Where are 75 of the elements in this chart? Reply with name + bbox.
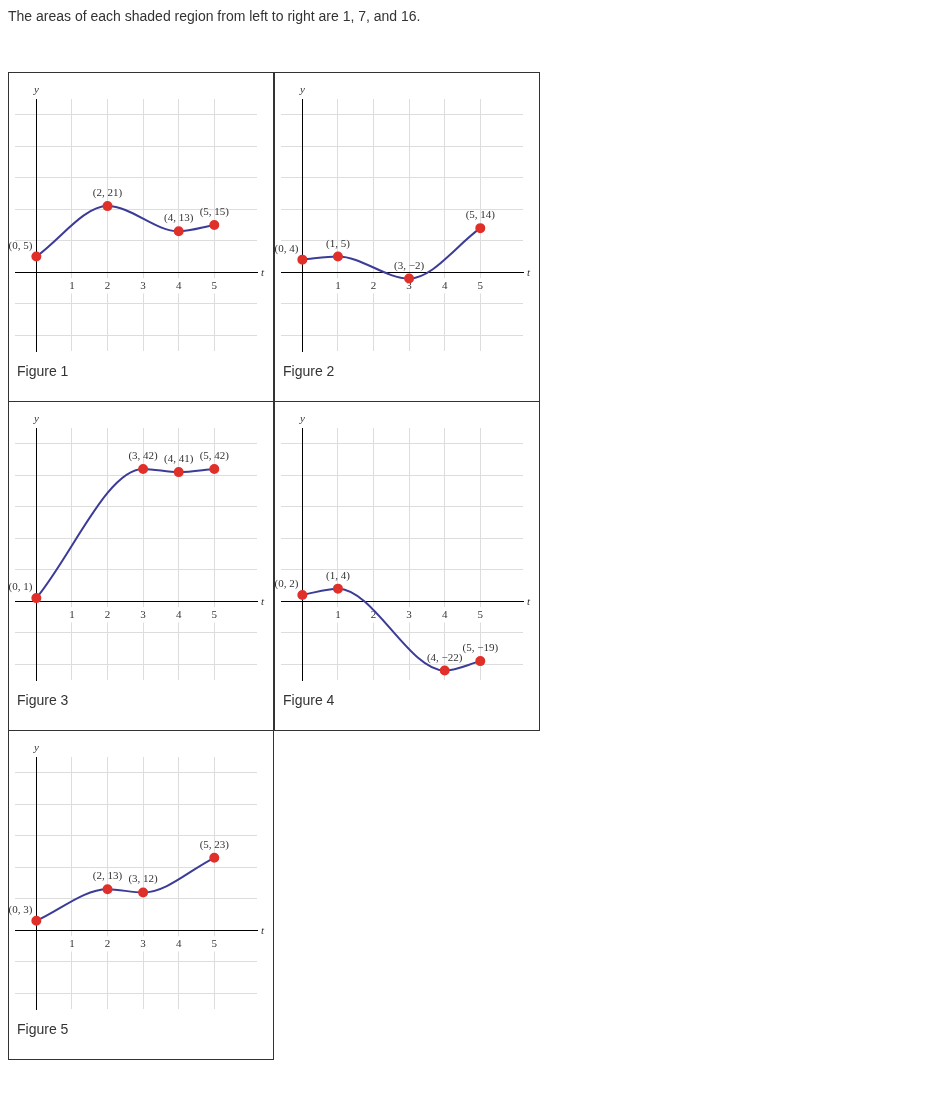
x-tick-label: 5 [211, 936, 218, 949]
x-axis-title: t [527, 595, 531, 608]
point [332, 251, 343, 262]
x-tick-label: 4 [441, 278, 448, 291]
x-tick-label: 4 [175, 936, 182, 949]
data-label: (2, 13) [92, 869, 123, 883]
x-tick-label: 3 [140, 607, 147, 620]
x-tick-label: 2 [104, 607, 111, 620]
x-tick-label: 5 [211, 278, 218, 291]
data-label: (3, −2) [394, 258, 425, 272]
x-tick-label: 1 [69, 936, 75, 949]
text: Figure 5 [17, 1021, 69, 1037]
x-tick-label: 5 [211, 607, 218, 620]
point [475, 656, 486, 667]
data-label: (0, 3) [8, 902, 33, 916]
point [102, 884, 113, 895]
x-tick-label: 1 [335, 278, 341, 291]
point [138, 887, 149, 898]
x-tick-label: 1 [335, 607, 341, 620]
data-label: (5, 23) [199, 837, 230, 851]
data-label: (5, 14) [465, 208, 496, 222]
data-label: (5, 42) [199, 448, 230, 462]
data-label: (1, 4) [326, 568, 351, 582]
data-label: (3, 42) [128, 448, 159, 462]
point [404, 273, 415, 284]
point [332, 583, 343, 594]
data-label: (0, 4) [274, 241, 299, 255]
text: Figure 4 [283, 692, 335, 708]
x-tick-label: 1 [69, 607, 75, 620]
x-axis-title: t [261, 595, 265, 608]
data-label: (2, 21) [92, 186, 123, 200]
text: The areas of each shaded region from left to right are 1, 7, and 16. [8, 8, 422, 24]
point [297, 589, 308, 600]
text: Figure 1 [17, 363, 69, 379]
point [209, 852, 220, 863]
x-tick-label: 3 [140, 278, 147, 291]
x-tick-label: 2 [104, 936, 111, 949]
data-label: (4, 41) [164, 452, 194, 466]
point [475, 223, 486, 234]
y-axis-title: y [32, 412, 39, 424]
y-axis-title: y [32, 741, 39, 753]
point [297, 254, 308, 265]
point [439, 665, 450, 676]
x-tick-label: 5 [477, 278, 484, 291]
x-tick-label: 3 [406, 607, 413, 620]
text: Figure 3 [17, 692, 69, 708]
x-tick-label: 4 [175, 278, 182, 291]
x-tick-label: 4 [441, 607, 448, 620]
x-axis-title: t [527, 266, 531, 279]
point [31, 251, 42, 262]
point [31, 915, 42, 926]
x-tick-label: 5 [477, 607, 484, 620]
x-axis-title: t [261, 266, 265, 279]
data-label: (5, 15) [199, 205, 230, 218]
data-label: (0, 1) [8, 580, 33, 594]
text: Figure 2 [283, 363, 335, 379]
point [102, 201, 113, 212]
data-label: (5, −19) [462, 641, 499, 655]
data-label: (4, −22) [426, 650, 463, 664]
y-axis-title: y [298, 412, 305, 424]
y-axis-title: y [32, 83, 39, 95]
data-label: (1, 5) [326, 236, 351, 250]
data-label: (0, 5) [8, 238, 33, 252]
x-tick-label: 1 [69, 278, 75, 291]
data-label: (0, 2) [274, 576, 299, 590]
point [209, 220, 220, 230]
data-label: (4, 13) [164, 211, 194, 225]
data-label: (3, 12) [128, 872, 159, 886]
x-tick-label: 4 [175, 607, 182, 620]
x-tick-label: 3 [140, 936, 147, 949]
x-tick-label: 2 [104, 278, 111, 291]
y-axis-title: y [298, 83, 305, 95]
point [173, 226, 184, 237]
x-tick-label: 2 [370, 278, 377, 291]
x-axis-title: t [261, 924, 265, 937]
